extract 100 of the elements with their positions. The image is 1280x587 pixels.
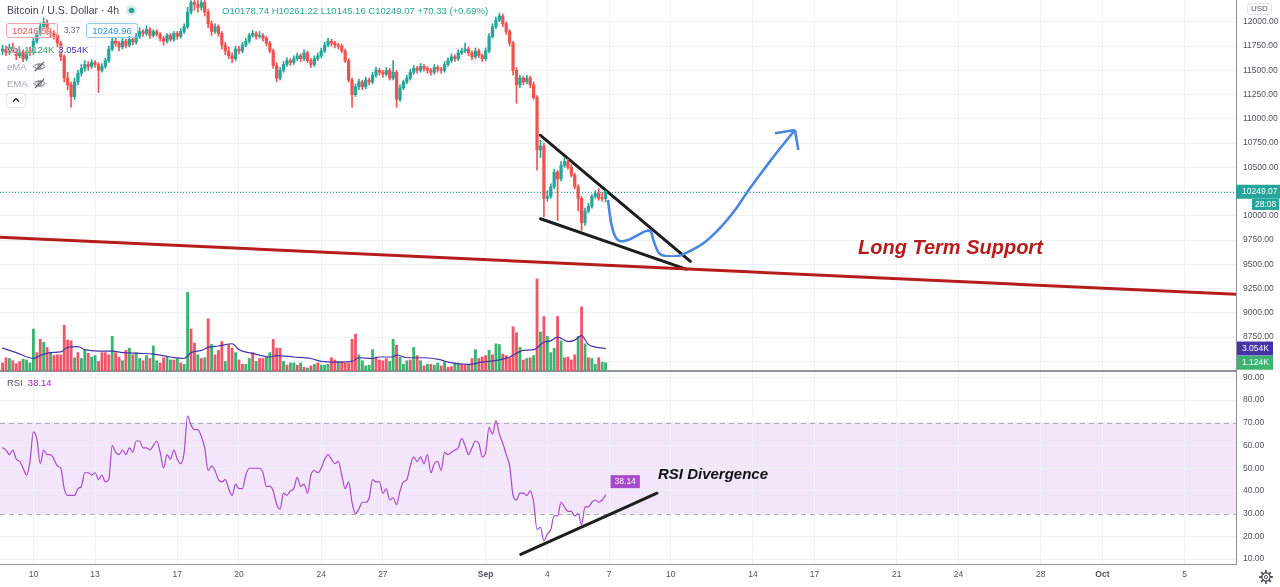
x-tick-label: Oct	[1095, 569, 1110, 580]
bar	[203, 357, 207, 371]
bar	[90, 356, 94, 371]
bar	[491, 354, 494, 371]
bar	[14, 363, 18, 371]
bar	[306, 367, 309, 371]
bar	[148, 358, 152, 371]
bar	[206, 318, 210, 371]
bar	[100, 352, 104, 371]
text: USD	[1247, 3, 1272, 15]
bar	[103, 352, 107, 371]
x-tick-label: Sep	[477, 569, 494, 580]
bar	[419, 360, 422, 371]
y-tick-label: 9750.00	[1243, 234, 1274, 245]
bar	[484, 355, 488, 371]
bar	[31, 328, 35, 371]
x-tick-label: 17	[809, 569, 820, 580]
annotation: EMA	[7, 78, 28, 89]
annotation: 38.14	[27, 377, 52, 388]
annotation: RSI Divergence	[658, 465, 769, 483]
bar	[38, 339, 42, 371]
bar	[227, 344, 231, 371]
annotation: O10178.74 H10261.22 L10145.16 C10249.07 +70.33 (+0.69%)	[222, 4, 489, 16]
chart-title: Bitcoin / U.S. Dollar · 4h	[7, 4, 120, 16]
bar	[196, 354, 200, 371]
x-tick-label: 24	[316, 569, 327, 580]
bar	[463, 364, 467, 371]
bar	[62, 325, 66, 371]
bar	[186, 291, 190, 371]
bar	[473, 349, 477, 371]
bar	[169, 359, 172, 371]
x-tick-label: 24	[953, 569, 964, 580]
y-tick-label: 9500.00	[1243, 258, 1274, 269]
bar	[357, 354, 361, 371]
bar	[25, 359, 28, 371]
bar	[247, 358, 251, 371]
bar	[258, 358, 261, 371]
y-tick-label: 11750.00	[1243, 40, 1279, 51]
bar	[539, 331, 542, 371]
bar	[223, 361, 227, 371]
y2-tick-label: 3.054K	[1242, 342, 1270, 353]
y-tick-label: 10750.00	[1243, 137, 1279, 148]
annotation: 10249.96	[86, 22, 138, 38]
bar	[254, 361, 258, 371]
bar	[93, 355, 97, 371]
x-tick-label: 5	[1182, 569, 1188, 580]
annotation: 3.37	[63, 25, 81, 35]
bar	[271, 339, 275, 371]
bar	[545, 336, 549, 371]
bar	[114, 352, 118, 371]
bar	[566, 356, 570, 371]
bar	[384, 358, 388, 371]
bar	[597, 357, 601, 371]
bar	[487, 350, 491, 371]
bar	[504, 355, 508, 371]
y-tick-label: 90.00	[1243, 371, 1265, 382]
y-tick-label: 20.00	[1243, 530, 1265, 541]
text: 28:08	[1252, 199, 1280, 210]
annotation: RSI	[7, 377, 23, 388]
x-tick-label: 7	[606, 569, 612, 580]
candlestick	[439, 67, 443, 74]
bar	[412, 347, 416, 371]
bar	[552, 347, 556, 371]
candlestick	[463, 42, 467, 54]
bar	[443, 361, 446, 371]
ref-line-label: 10249.07	[1242, 186, 1278, 197]
bar	[600, 361, 604, 371]
bar	[556, 316, 560, 371]
x-tick-label: 10	[28, 569, 39, 580]
bar	[145, 355, 148, 371]
bar	[532, 355, 536, 371]
bar	[518, 347, 522, 371]
annotation: eMA	[7, 61, 27, 72]
x-tick-label: 27	[378, 569, 388, 580]
line-series	[1, 415, 607, 542]
y-tick-label: 40.00	[1243, 485, 1265, 496]
bar	[11, 360, 15, 371]
y-tick-label: 12000.00	[1243, 16, 1279, 27]
y-tick-label: 10.00	[1243, 553, 1265, 564]
bar	[587, 357, 590, 371]
x-tick-label: 14	[748, 569, 758, 580]
bar	[278, 347, 282, 371]
y-tick-label: 10000.00	[1243, 210, 1279, 221]
bar	[573, 354, 577, 371]
bar	[391, 339, 395, 371]
bar	[199, 358, 203, 371]
bar	[240, 364, 244, 371]
bar	[110, 336, 114, 371]
y-tick-label: 8750.00	[1243, 331, 1274, 342]
bar	[69, 340, 73, 371]
bar	[354, 333, 357, 371]
bar	[121, 360, 124, 371]
y-tick-label: 11250.00	[1243, 88, 1279, 99]
bar	[521, 359, 525, 371]
y-tick-label: 11500.00	[1243, 64, 1279, 75]
bar	[151, 345, 155, 371]
bar	[302, 366, 306, 371]
x-tick-label: 28	[1035, 569, 1046, 580]
data-label: 38.14	[614, 476, 637, 487]
bar	[576, 336, 580, 371]
